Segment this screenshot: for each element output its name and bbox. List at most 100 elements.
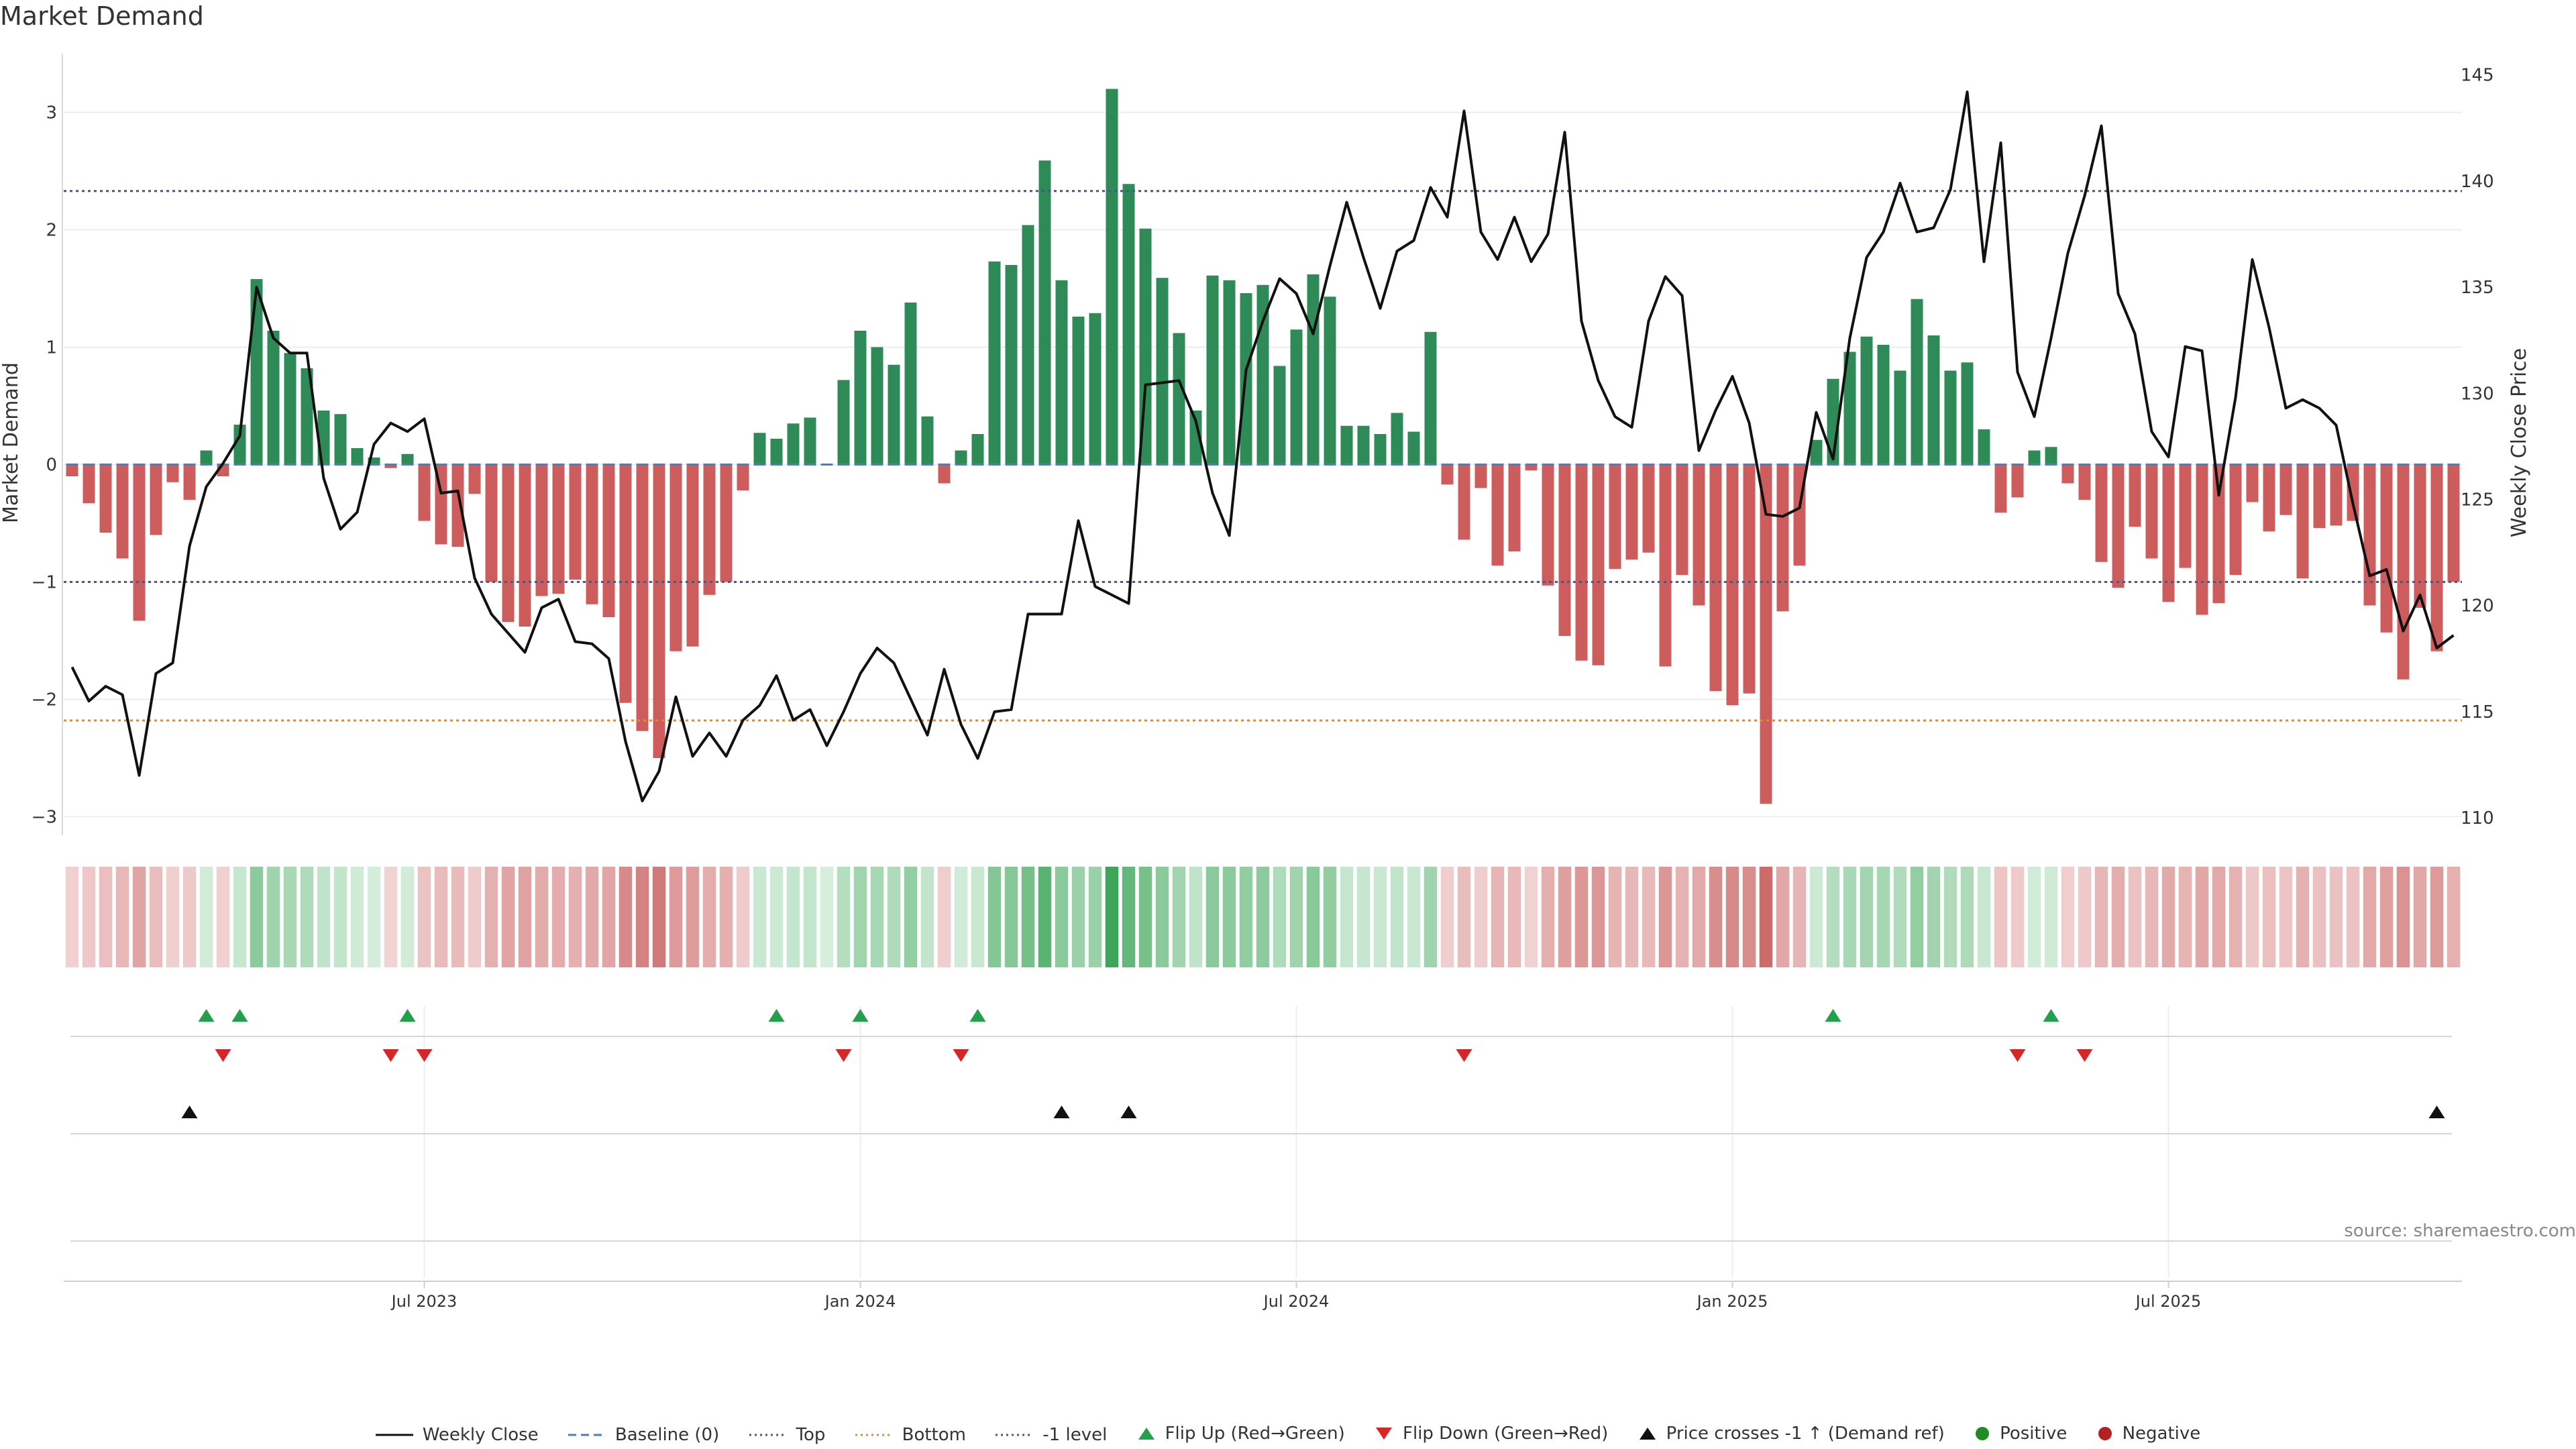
heat-cell — [1122, 867, 1136, 967]
heat-cell — [853, 867, 867, 967]
heat-cell — [2195, 867, 2209, 967]
heat-cell — [1927, 867, 1941, 967]
heat-cell — [266, 867, 280, 967]
heat-cell — [1289, 867, 1303, 967]
heat-cell — [702, 867, 716, 967]
demand-bar — [770, 439, 783, 465]
demand-bar — [451, 464, 464, 547]
demand-bar — [1743, 464, 1756, 694]
heat-cell — [166, 867, 180, 967]
demand-bar — [1307, 274, 1320, 465]
demand-bar — [804, 417, 816, 465]
demand-bar — [2430, 464, 2443, 651]
heat-cell — [987, 867, 1002, 967]
heat-cell — [1189, 867, 1203, 967]
flip-up-marker — [1825, 1009, 1841, 1022]
demand-bar — [2229, 464, 2242, 575]
demand-bar — [334, 414, 347, 465]
demand-bar — [150, 464, 162, 535]
right-tick-label: 120 — [2461, 596, 2494, 616]
demand-bar — [1189, 411, 1202, 465]
left-tick-label: 1 — [46, 338, 57, 358]
demand-bar — [183, 464, 196, 500]
demand-bar — [971, 434, 984, 465]
flip-down-marker — [1456, 1049, 1472, 1062]
demand-bar — [2045, 447, 2057, 465]
heat-cell — [1390, 867, 1404, 967]
left-tick-label: −3 — [32, 808, 57, 828]
demand-bar — [2447, 464, 2460, 582]
heat-cell — [2128, 867, 2142, 967]
demand-bar — [1273, 366, 1286, 465]
demand-bar — [1508, 464, 1521, 551]
demand-bar — [2363, 464, 2376, 606]
heat-cell — [652, 867, 666, 967]
heat-cell — [2044, 867, 2058, 967]
demand-bar — [2145, 464, 2158, 559]
left-tick-label: −2 — [32, 690, 57, 710]
heat-cell — [1273, 867, 1287, 967]
demand-bars — [66, 89, 2460, 804]
demand-bar — [2112, 464, 2125, 588]
demand-bar — [2330, 464, 2343, 526]
demand-bar — [2095, 464, 2108, 562]
triangle-up-icon — [1639, 1428, 1656, 1440]
demand-bar — [1726, 464, 1739, 706]
heat-cell — [1943, 867, 1957, 967]
demand-bar — [1407, 431, 1420, 465]
demand-bar — [1072, 317, 1085, 465]
legend-label: Price crosses -1 ↑ (Demand ref) — [1666, 1424, 1945, 1444]
demand-bar — [1659, 464, 1672, 667]
demand-bar — [1458, 464, 1470, 540]
demand-bar — [602, 464, 615, 617]
right-tick-label: 115 — [2461, 702, 2494, 722]
heat-cell — [300, 867, 314, 967]
x-tick-label: Jul 2025 — [2135, 1292, 2202, 1311]
heat-cell — [2329, 867, 2343, 967]
heat-cell — [1356, 867, 1371, 967]
heat-cell — [1340, 867, 1354, 967]
heat-cell — [1071, 867, 1085, 967]
demand-bar — [1609, 464, 1621, 570]
legend-top: Top — [749, 1425, 825, 1445]
demand-bar — [2179, 464, 2192, 568]
right-tick-label: 110 — [2461, 808, 2494, 828]
demand-bar — [2011, 464, 2024, 498]
demand-bar — [133, 464, 146, 621]
demand-bar — [636, 464, 649, 731]
heat-cell — [753, 867, 767, 967]
legend-label: Baseline (0) — [614, 1425, 720, 1445]
heat-cell — [1826, 867, 1840, 967]
heat-cell — [2430, 867, 2444, 967]
heat-cell — [501, 867, 515, 967]
demand-bar — [2078, 464, 2091, 500]
dot-icon — [2098, 1427, 2112, 1440]
demand-bar — [535, 464, 548, 596]
demand-bar — [83, 464, 95, 504]
demand-bar — [1693, 464, 1705, 606]
heat-cell — [1507, 867, 1521, 967]
heat-cell — [1038, 867, 1052, 967]
heat-cell — [1457, 867, 1471, 967]
demand-bar — [955, 450, 967, 465]
legend-flip-down: Flip Down (Green→Red) — [1375, 1424, 1608, 1444]
heat-cell — [99, 867, 113, 967]
demand-bar — [1978, 429, 1990, 465]
demand-bar — [2212, 464, 2225, 603]
demand-bar — [1340, 425, 1353, 465]
demand-bar — [988, 261, 1001, 465]
demand-bar — [2246, 464, 2259, 502]
heat-cell — [82, 867, 96, 967]
demand-bar — [116, 464, 129, 559]
demand-bar — [1575, 464, 1588, 661]
heat-cell — [2010, 867, 2025, 967]
heat-cell — [2078, 867, 2092, 967]
heat-cell — [1608, 867, 1622, 967]
legend-label: Flip Down (Green→Red) — [1403, 1424, 1609, 1444]
flip-down-marker — [215, 1049, 231, 1062]
demand-bar — [502, 464, 515, 622]
heat-cell — [786, 867, 800, 967]
right-tick-label: 135 — [2461, 278, 2494, 298]
demand-bar — [368, 458, 380, 465]
